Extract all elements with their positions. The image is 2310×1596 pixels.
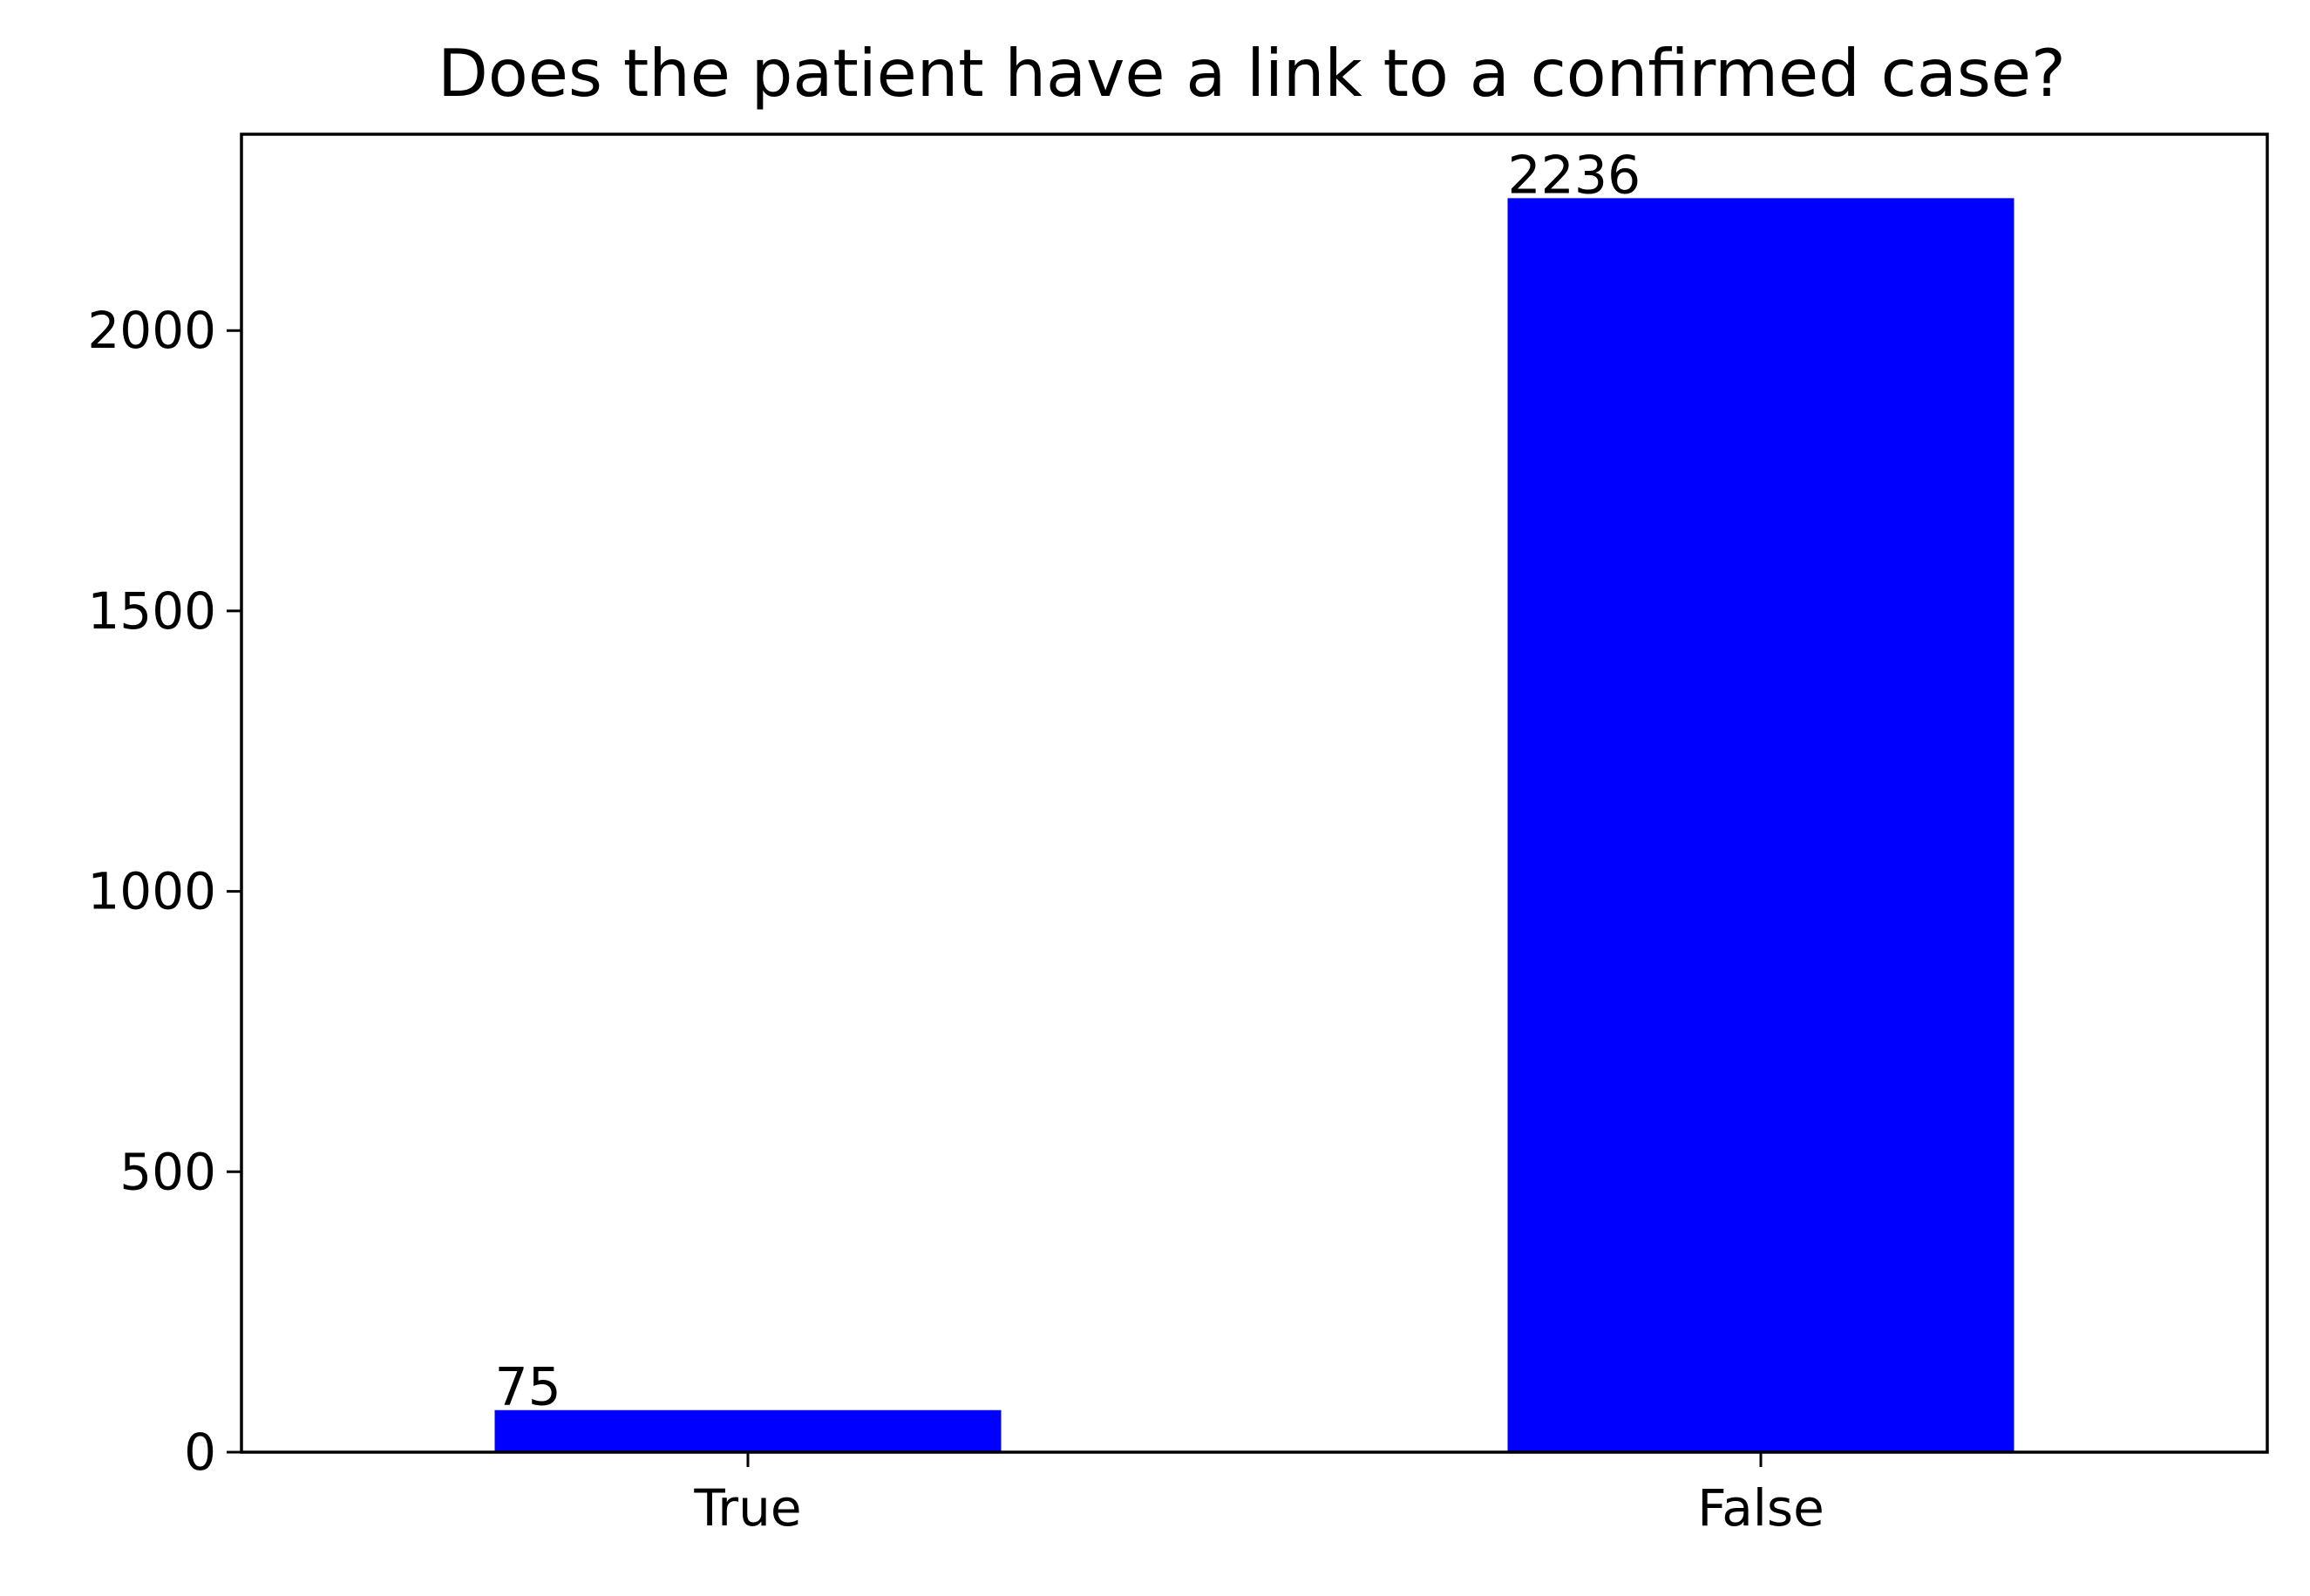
y-tick-label: 2000 xyxy=(87,301,216,360)
data-label-true: 75 xyxy=(495,1357,561,1418)
x-tick-label: False xyxy=(1697,1478,1824,1538)
data-label-false: 2236 xyxy=(1508,145,1641,206)
y-tick-label: 1000 xyxy=(87,862,216,921)
y-axis: 0 500 1000 1500 2000 xyxy=(87,301,241,1482)
y-tick-label: 0 xyxy=(184,1423,216,1482)
bar-true xyxy=(494,1409,1002,1452)
x-tick-label: True xyxy=(693,1478,801,1538)
chart-title: Does the patient have a link to a confir… xyxy=(438,35,2066,112)
data-labels-group: 75 2236 xyxy=(495,145,1641,1417)
bar-false xyxy=(1507,198,2014,1452)
y-tick-label: 1500 xyxy=(87,581,216,641)
x-axis: True False xyxy=(693,1452,1824,1538)
bars-group xyxy=(494,198,2014,1452)
plot-frame xyxy=(240,132,2269,1454)
y-tick-label: 500 xyxy=(119,1142,216,1201)
